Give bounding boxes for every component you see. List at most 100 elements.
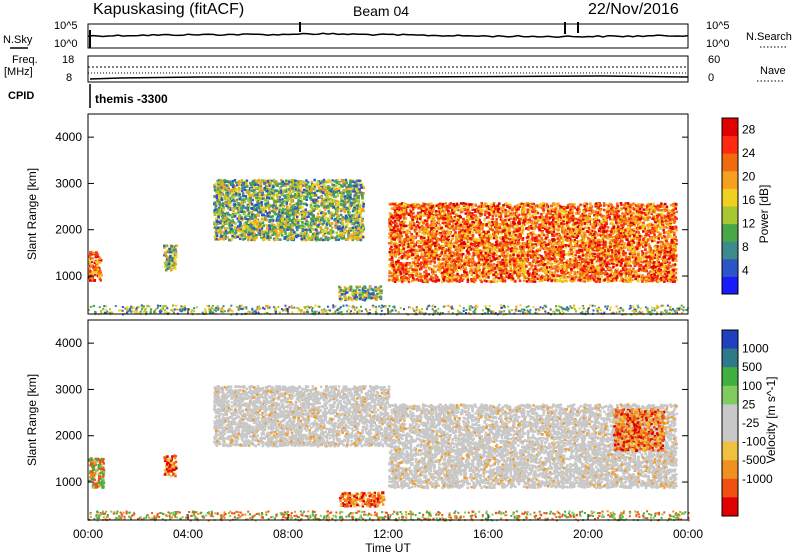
power-cell bbox=[250, 202, 254, 206]
power-cell bbox=[217, 215, 220, 218]
power-cell bbox=[231, 180, 235, 183]
power-cell bbox=[326, 205, 330, 208]
power-cell bbox=[222, 185, 225, 189]
power-cell bbox=[321, 201, 324, 204]
power-cell bbox=[296, 215, 299, 219]
power-cell bbox=[167, 263, 171, 266]
power-cell bbox=[292, 214, 295, 217]
power-cell bbox=[304, 208, 307, 211]
power-cell bbox=[248, 220, 251, 224]
power-cell bbox=[330, 202, 333, 206]
power-cell bbox=[249, 237, 252, 240]
power-cell bbox=[317, 185, 321, 188]
power-cell bbox=[256, 187, 259, 190]
power-cell bbox=[336, 192, 340, 196]
power-cell bbox=[294, 221, 298, 224]
power-cell bbox=[295, 202, 299, 205]
power-cell bbox=[299, 226, 303, 229]
power-cell bbox=[340, 194, 344, 197]
power-cell bbox=[284, 230, 287, 233]
nsky-label: N.Sky bbox=[3, 34, 33, 46]
power-cell bbox=[289, 194, 293, 198]
power-cell bbox=[323, 205, 326, 208]
power-cell bbox=[264, 204, 268, 208]
power-cell bbox=[621, 212, 624, 215]
power-cell bbox=[251, 182, 255, 186]
power-cell bbox=[644, 264, 647, 267]
power-cell bbox=[360, 209, 364, 213]
power-cell bbox=[312, 187, 315, 191]
power-cell bbox=[240, 210, 244, 214]
power-cell bbox=[316, 207, 319, 210]
power-cell bbox=[305, 219, 308, 222]
power-cell bbox=[217, 188, 220, 191]
power-cell bbox=[320, 195, 324, 198]
power-cell bbox=[318, 187, 321, 190]
power-cell bbox=[174, 263, 177, 266]
power-cell bbox=[305, 215, 309, 219]
power-cell bbox=[244, 195, 248, 198]
power-cell bbox=[324, 189, 327, 192]
power-cell bbox=[239, 205, 242, 208]
power-cell bbox=[171, 256, 174, 260]
power-cell bbox=[296, 208, 300, 212]
power-cell bbox=[319, 222, 322, 225]
power-cell bbox=[246, 184, 249, 188]
power-cell bbox=[301, 209, 305, 213]
power-cell bbox=[89, 257, 92, 260]
power-cell bbox=[245, 206, 249, 209]
power-cell bbox=[452, 274, 455, 277]
power-cell bbox=[166, 249, 169, 252]
power-cell bbox=[269, 236, 272, 239]
power-cell bbox=[88, 260, 91, 263]
power-cell bbox=[351, 235, 355, 239]
power-cell bbox=[230, 197, 234, 200]
power-cell bbox=[346, 193, 349, 196]
power-cell bbox=[174, 248, 177, 251]
power-cell bbox=[354, 234, 358, 237]
power-cell bbox=[378, 291, 381, 295]
power-cell bbox=[335, 231, 338, 234]
power-cell bbox=[336, 201, 339, 205]
power-cell bbox=[349, 190, 352, 193]
power-cell bbox=[565, 253, 569, 256]
power-cell bbox=[232, 207, 235, 210]
power-cell bbox=[355, 225, 359, 228]
power-cell bbox=[250, 207, 253, 210]
power-cell bbox=[95, 260, 98, 264]
power-cell bbox=[239, 221, 242, 225]
power-cell bbox=[249, 182, 252, 185]
power-cell bbox=[227, 197, 230, 201]
power-cell bbox=[256, 210, 260, 213]
power-cell bbox=[217, 185, 220, 188]
power-cell bbox=[165, 264, 168, 267]
power-cell bbox=[248, 189, 252, 192]
power-cell bbox=[291, 208, 295, 211]
power-cell bbox=[233, 184, 237, 188]
power-cell bbox=[357, 219, 360, 222]
power-cell bbox=[263, 188, 266, 191]
power-cell bbox=[290, 183, 294, 186]
power-cell bbox=[642, 230, 645, 233]
power-cell bbox=[89, 250, 93, 254]
power-cell bbox=[250, 215, 253, 218]
power-cell bbox=[327, 220, 331, 224]
power-cell bbox=[366, 289, 370, 292]
power-cell bbox=[224, 214, 228, 217]
power-cell bbox=[343, 289, 346, 292]
power-cell bbox=[533, 275, 537, 279]
power-cell bbox=[217, 193, 221, 196]
power-cell bbox=[276, 184, 279, 188]
power-cell bbox=[295, 218, 298, 221]
power-cell bbox=[316, 234, 319, 238]
power-cell bbox=[239, 228, 243, 231]
power-cell bbox=[287, 226, 290, 230]
power-cell bbox=[306, 181, 310, 184]
freq-label-line2: [MHz] bbox=[4, 66, 33, 78]
power-cell bbox=[669, 203, 673, 207]
power-cell bbox=[255, 196, 258, 199]
power-cell bbox=[256, 229, 259, 232]
power-cell bbox=[258, 193, 261, 196]
power-cell bbox=[235, 198, 239, 201]
power-cell bbox=[314, 198, 318, 202]
